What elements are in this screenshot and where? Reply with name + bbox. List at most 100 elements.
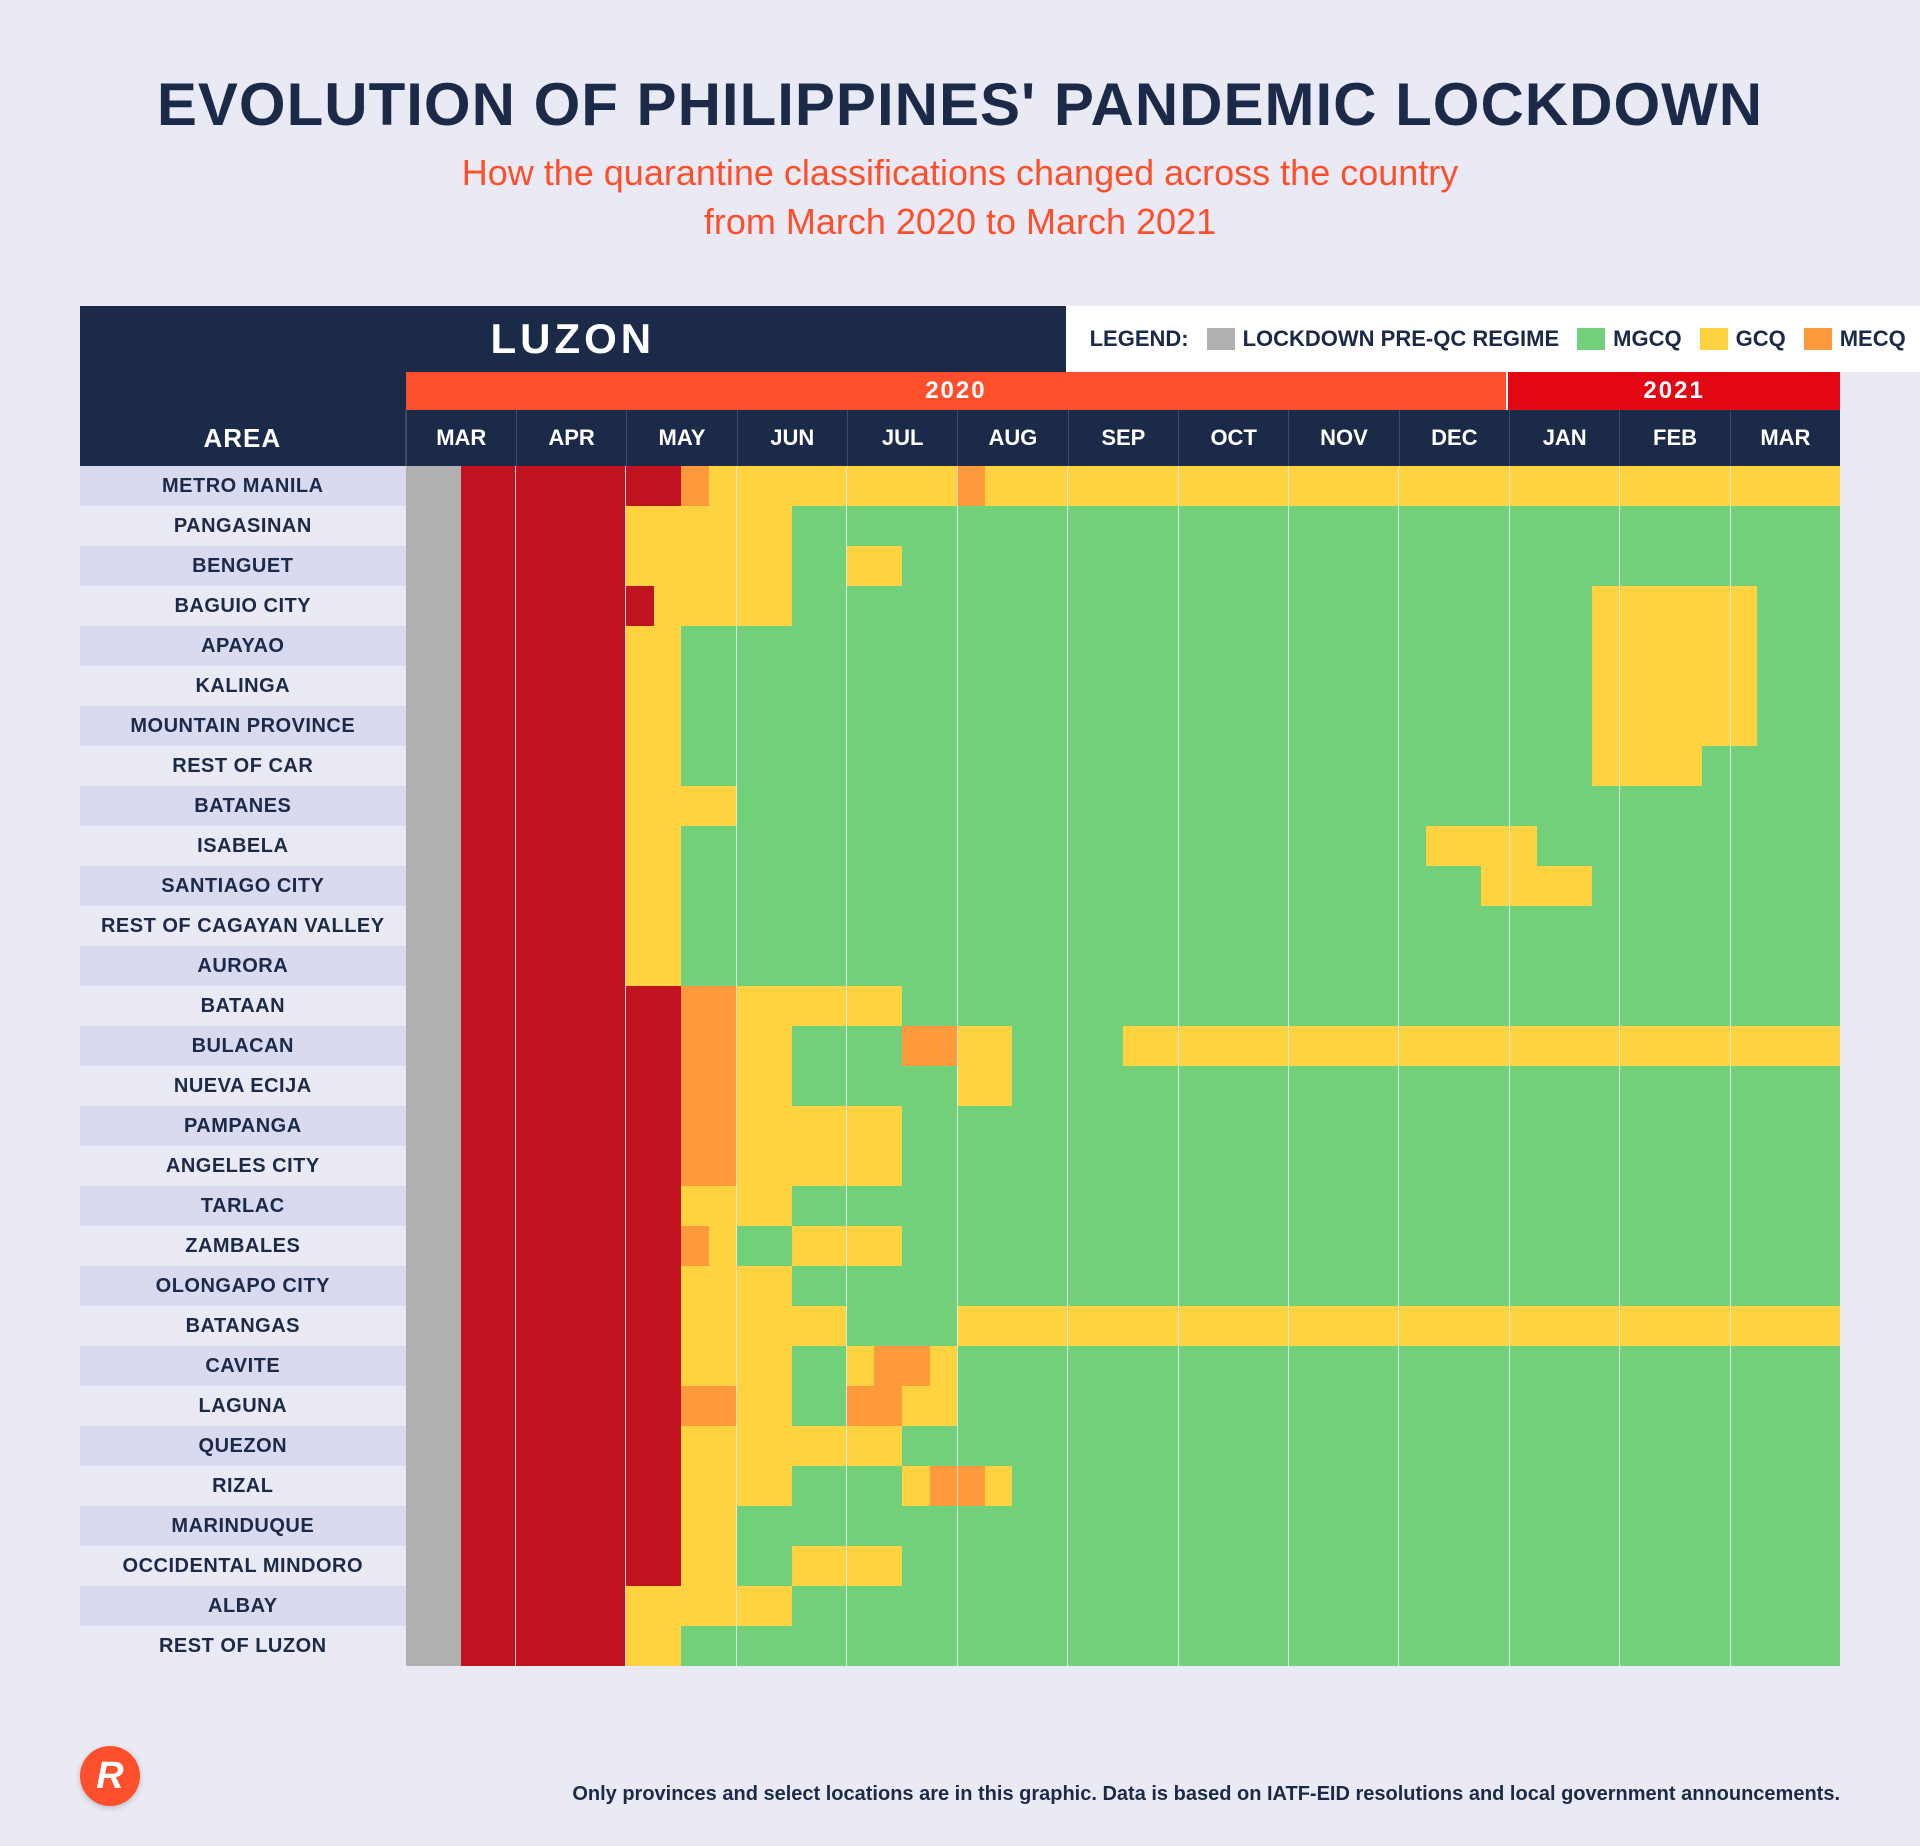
segment-mgcq	[792, 1066, 958, 1106]
timeline-track	[406, 906, 1840, 946]
segment-gcq	[681, 1426, 902, 1466]
legend-swatch-pre	[1207, 328, 1235, 350]
segment-gcq	[654, 586, 792, 626]
area-label: BENGUET	[80, 546, 406, 586]
segment-mgcq	[902, 1226, 1840, 1266]
segment-mecq	[957, 466, 985, 506]
legend: LEGEND: LOCKDOWN PRE-QC REGIMEMGCQGCQMEC…	[1066, 306, 1920, 372]
segment-mgcq	[1537, 826, 1840, 866]
table-row: REST OF CAGAYAN VALLEY	[80, 906, 1840, 946]
page-title: EVOLUTION OF PHILIPPINES' PANDEMIC LOCKD…	[80, 70, 1840, 139]
table-row: ANGELES CITY	[80, 1146, 1840, 1186]
segment-ecq	[461, 586, 654, 626]
area-label: ANGELES CITY	[80, 1146, 406, 1186]
area-label: RIZAL	[80, 1466, 406, 1506]
segment-gcq	[1426, 826, 1536, 866]
segment-pre	[406, 1626, 461, 1666]
legend-label-pre: LOCKDOWN PRE-QC REGIME	[1243, 326, 1560, 352]
segment-gcq	[957, 1026, 1012, 1066]
segment-mecq	[681, 1226, 709, 1266]
legend-label-gcq: GCQ	[1736, 326, 1786, 352]
segment-ecq	[461, 1426, 682, 1466]
area-label: NUEVA ECIJA	[80, 1066, 406, 1106]
segment-mgcq	[681, 706, 1591, 746]
segment-mgcq	[792, 1466, 902, 1506]
segment-ecq	[461, 1106, 682, 1146]
timeline-track	[406, 1106, 1840, 1146]
month-header: JAN	[1509, 410, 1619, 466]
segment-gcq	[681, 1306, 847, 1346]
timeline-track	[406, 1226, 1840, 1266]
table-row: LAGUNA	[80, 1386, 1840, 1426]
area-label: ALBAY	[80, 1586, 406, 1626]
segment-pre	[406, 586, 461, 626]
segment-gcq	[681, 1186, 791, 1226]
segment-gcq	[1592, 666, 1758, 706]
segment-mecq	[847, 1386, 902, 1426]
segment-ecq	[461, 986, 682, 1026]
area-label: MARINDUQUE	[80, 1506, 406, 1546]
legend-swatch-gcq	[1700, 328, 1728, 350]
months-row: AREA MARAPRMAYJUNJULAUGSEPOCTNOVDECJANFE…	[80, 410, 1840, 466]
month-header: NOV	[1288, 410, 1398, 466]
table-row: MARINDUQUE	[80, 1506, 1840, 1546]
segment-gcq	[957, 1306, 1840, 1346]
segment-gcq	[626, 506, 792, 546]
timeline-track	[406, 546, 1840, 586]
page-subtitle: How the quarantine classifications chang…	[80, 149, 1840, 246]
segment-mgcq	[792, 1186, 1840, 1226]
segment-mgcq	[681, 906, 1840, 946]
segment-gcq	[792, 1546, 902, 1586]
segment-pre	[406, 1346, 461, 1386]
segment-pre	[406, 1266, 461, 1306]
segment-pre	[406, 1586, 461, 1626]
segment-gcq	[626, 1586, 792, 1626]
segment-gcq	[709, 466, 957, 506]
segment-ecq	[461, 1386, 682, 1426]
segment-mgcq	[1757, 706, 1840, 746]
table-row: OCCIDENTAL MINDORO	[80, 1546, 1840, 1586]
legend-label-mecq: MECQ	[1840, 326, 1906, 352]
segment-gcq	[681, 1266, 791, 1306]
segment-ecq	[461, 786, 627, 826]
segment-mgcq	[681, 746, 1591, 786]
timeline-track	[406, 786, 1840, 826]
month-header: APR	[516, 410, 626, 466]
segment-pre	[406, 1026, 461, 1066]
segment-pre	[406, 1426, 461, 1466]
segment-gcq	[681, 1506, 736, 1546]
area-label: PAMPANGA	[80, 1106, 406, 1146]
segment-mgcq	[1012, 1026, 1122, 1066]
table-row: BATAAN	[80, 986, 1840, 1026]
segment-ecq	[461, 1226, 682, 1266]
segment-gcq	[930, 1346, 958, 1386]
timeline-track	[406, 626, 1840, 666]
timeline-track	[406, 826, 1840, 866]
table-row: QUEZON	[80, 1426, 1840, 1466]
segment-ecq	[461, 906, 627, 946]
segment-gcq	[681, 1546, 736, 1586]
segment-gcq	[681, 1466, 791, 1506]
table-row: ALBAY	[80, 1586, 1840, 1626]
legend-item-mgcq: MGCQ	[1577, 326, 1681, 352]
area-label: BATAAN	[80, 986, 406, 1026]
segment-ecq	[461, 826, 627, 866]
table-row: ISABELA	[80, 826, 1840, 866]
segment-mgcq	[681, 1626, 1840, 1666]
area-label: REST OF CAR	[80, 746, 406, 786]
area-column-header: AREA	[80, 410, 406, 466]
area-label: TARLAC	[80, 1186, 406, 1226]
table-row: PANGASINAN	[80, 506, 1840, 546]
segment-gcq	[1592, 626, 1758, 666]
month-header: OCT	[1178, 410, 1288, 466]
segment-ecq	[461, 1586, 627, 1626]
timeline-track	[406, 506, 1840, 546]
lockdown-chart: LUZON LEGEND: LOCKDOWN PRE-QC REGIMEMGCQ…	[80, 306, 1840, 1666]
segment-gcq	[1123, 1026, 1840, 1066]
segment-mgcq	[957, 1346, 1840, 1386]
area-label: MOUNTAIN PROVINCE	[80, 706, 406, 746]
table-row: BATANGAS	[80, 1306, 1840, 1346]
segment-mgcq	[1592, 866, 1840, 906]
area-label: ZAMBALES	[80, 1226, 406, 1266]
legend-item-mecq: MECQ	[1804, 326, 1906, 352]
